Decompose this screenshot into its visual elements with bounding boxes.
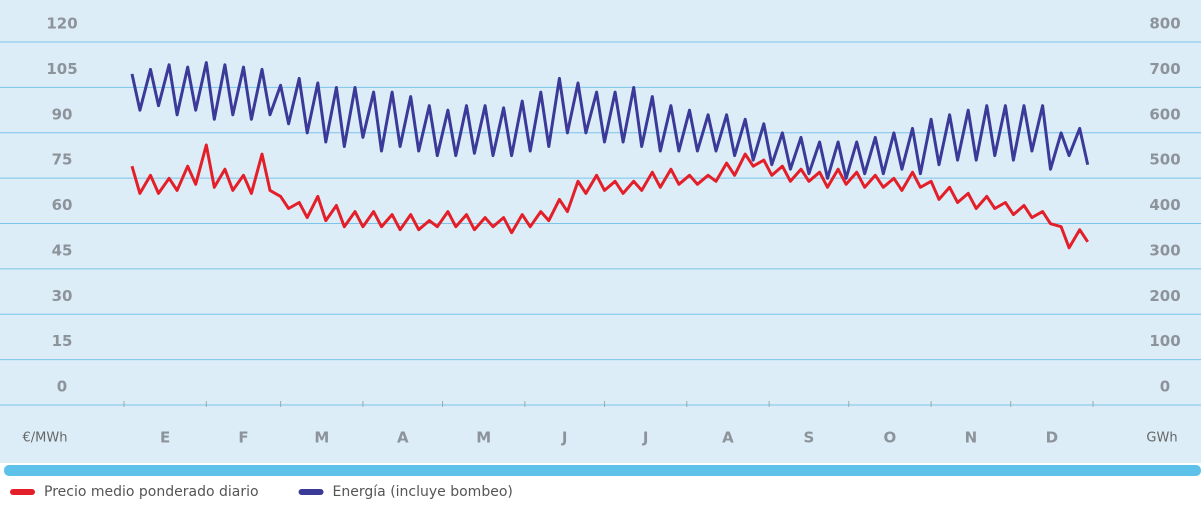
y2-tick-label: 300 bbox=[1149, 241, 1180, 259]
y2-tick-label: 0 bbox=[1160, 378, 1170, 396]
y-tick-label: 105 bbox=[46, 60, 77, 78]
x-tick-label: J bbox=[642, 429, 649, 447]
divider-bar bbox=[4, 465, 1201, 476]
y-tick-label: 75 bbox=[52, 151, 73, 169]
x-tick-label: A bbox=[722, 429, 734, 447]
y2-axis-unit: GWh bbox=[1146, 431, 1177, 446]
plot-background bbox=[0, 0, 1201, 463]
x-tick-label: A bbox=[397, 429, 409, 447]
x-tick-label: S bbox=[804, 429, 815, 447]
y2-tick-label: 100 bbox=[1149, 332, 1180, 350]
y2-tick-label: 600 bbox=[1149, 105, 1180, 123]
y2-tick-label: 800 bbox=[1149, 15, 1180, 33]
x-tick-label: J bbox=[561, 429, 568, 447]
y-tick-label: 15 bbox=[52, 332, 73, 350]
y2-tick-label: 500 bbox=[1149, 151, 1180, 169]
series-line bbox=[130, 61, 1090, 180]
x-tick-label: F bbox=[238, 429, 248, 447]
y2-tick-label: 400 bbox=[1149, 196, 1180, 214]
y-tick-label: 60 bbox=[52, 196, 73, 214]
y-tick-label: 120 bbox=[46, 15, 77, 33]
y2-tick-label: 700 bbox=[1149, 60, 1180, 78]
legend-label: Energía (incluye bombeo) bbox=[333, 484, 513, 500]
y-axis-unit: €/MWh bbox=[23, 431, 68, 446]
x-tick-label: N bbox=[965, 429, 978, 447]
x-tick-label: D bbox=[1046, 429, 1058, 447]
legend-label: Precio medio ponderado diario bbox=[44, 484, 259, 500]
x-tick-label: O bbox=[884, 429, 897, 447]
y-tick-label: 0 bbox=[57, 378, 67, 396]
series-line bbox=[130, 143, 1089, 250]
x-tick-label: M bbox=[314, 429, 329, 447]
x-tick-label: E bbox=[160, 429, 170, 447]
y-tick-label: 45 bbox=[52, 241, 73, 259]
y-tick-label: 90 bbox=[52, 105, 73, 123]
y2-tick-label: 200 bbox=[1149, 287, 1180, 305]
x-tick-label: M bbox=[476, 429, 491, 447]
y-tick-label: 30 bbox=[52, 287, 73, 305]
